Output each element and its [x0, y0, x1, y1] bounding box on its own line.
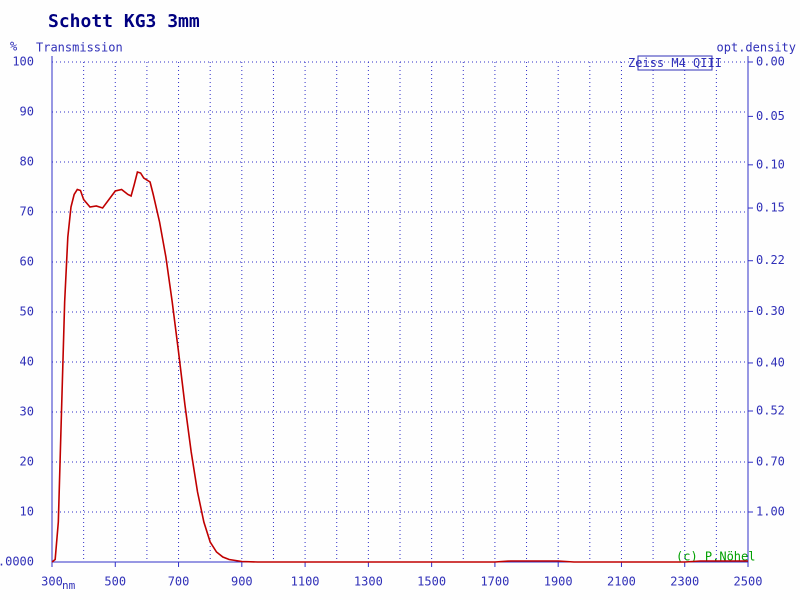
chart-title: Schott KG3 3mm: [48, 11, 200, 32]
y-axis-label: Transmission: [36, 41, 123, 55]
x-tick-label: 2500: [734, 575, 763, 589]
y2-tick-label: 0.22: [756, 253, 785, 267]
y2-tick-label: 0.52: [756, 404, 785, 418]
y2-axis-label: opt.density: [717, 41, 796, 55]
y-tick-label: 60: [20, 255, 34, 269]
x-tick-label: 1900: [544, 575, 573, 589]
y2-tick-label: 0.10: [756, 157, 785, 171]
credit: (c) P.Nöhel: [676, 550, 755, 564]
x-axis-label: nm: [62, 579, 76, 592]
annotation-box: [637, 55, 713, 71]
y-tick-label: 30: [20, 405, 34, 419]
y2-tick-label: 0.00: [756, 55, 785, 69]
x-tick-label: 500: [104, 575, 126, 589]
x-tick-label: 1100: [291, 575, 320, 589]
transmission-line: [51, 170, 748, 563]
x-tick-label: 1500: [417, 575, 446, 589]
y-tick-label: 100: [12, 55, 34, 69]
y-tick-label: 0.0000: [0, 555, 34, 569]
x-tick-label: 900: [231, 575, 253, 589]
y2-tick-label: 0.70: [756, 455, 785, 469]
y-tick-label: 50: [20, 305, 34, 319]
y-tick-label: 80: [20, 155, 34, 169]
x-tick-label: 300: [41, 575, 63, 589]
x-tick-label: 2100: [607, 575, 636, 589]
annotation: Zeiss M4 QIII: [628, 56, 722, 70]
y2-tick-label: 0.30: [756, 304, 785, 318]
y-tick-label: 20: [20, 455, 34, 469]
y-tick-label: 10: [20, 505, 34, 519]
x-tick-label: 1700: [480, 575, 509, 589]
y-tick-label: 70: [20, 205, 34, 219]
x-tick-label: 700: [168, 575, 190, 589]
y-tick-label: 40: [20, 355, 34, 369]
y-tick-label: 90: [20, 105, 34, 119]
y2-tick-label: 0.40: [756, 355, 785, 369]
y2-tick-label: 0.05: [756, 109, 785, 123]
y2-tick-label: 1.00: [756, 505, 785, 519]
y2-tick-label: 0.15: [756, 201, 785, 215]
x-tick-label: 1300: [354, 575, 383, 589]
x-tick-label: 2300: [670, 575, 699, 589]
y-unit: %: [10, 40, 18, 54]
